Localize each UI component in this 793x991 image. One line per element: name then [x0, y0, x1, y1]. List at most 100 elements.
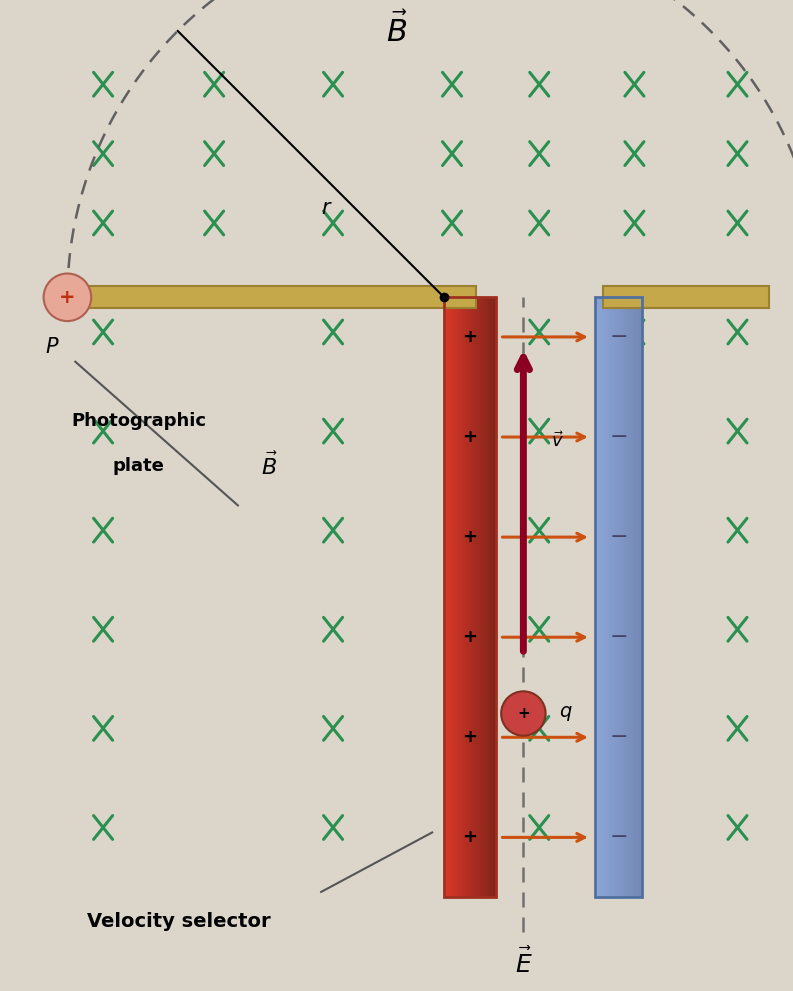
Text: +: + [517, 706, 530, 721]
Bar [449, 297, 450, 897]
Bar [489, 297, 490, 897]
Bar [477, 297, 479, 897]
Text: −: − [609, 827, 628, 847]
Text: $\vec{B}$: $\vec{B}$ [261, 452, 278, 480]
Text: +: + [462, 528, 477, 546]
Bar [483, 297, 484, 897]
Text: +: + [462, 328, 477, 346]
Bar [640, 297, 641, 897]
Bar [450, 297, 452, 897]
Bar [598, 297, 600, 897]
Bar [473, 297, 475, 897]
Text: −: − [609, 327, 628, 347]
Bar [631, 297, 633, 897]
Bar [611, 297, 612, 897]
Bar [597, 297, 598, 897]
Bar [444, 297, 446, 897]
Bar [446, 297, 448, 897]
Bar [488, 297, 489, 897]
Bar [458, 297, 460, 897]
Bar [487, 297, 488, 897]
Bar [453, 297, 454, 897]
Bar [467, 297, 469, 897]
Bar [607, 297, 609, 897]
Bar [484, 297, 485, 897]
Bar [630, 297, 631, 897]
Text: P: P [45, 337, 58, 357]
Text: q: q [559, 702, 572, 721]
Bar [493, 297, 494, 897]
Bar [633, 297, 634, 897]
Bar [636, 297, 638, 897]
Ellipse shape [501, 692, 546, 735]
Bar [628, 297, 630, 897]
Text: $\vec{E}$: $\vec{E}$ [515, 948, 532, 978]
Bar [454, 297, 456, 897]
Bar [466, 297, 467, 897]
Bar [460, 297, 461, 897]
Bar [456, 297, 457, 897]
Bar [469, 297, 471, 897]
Bar [465, 297, 466, 897]
Bar [461, 297, 462, 897]
Bar [448, 297, 449, 897]
Text: −: − [609, 627, 628, 647]
Bar [605, 297, 607, 897]
Bar [609, 297, 611, 897]
Bar [457, 297, 458, 897]
Bar [617, 297, 619, 897]
Bar [494, 297, 496, 897]
Bar [603, 297, 604, 897]
Text: −: − [609, 527, 628, 547]
Bar [621, 297, 622, 897]
Bar [614, 297, 615, 897]
Bar [635, 297, 636, 897]
Bar [612, 297, 614, 897]
Bar [600, 297, 601, 897]
Bar [463, 297, 465, 897]
Text: +: + [462, 628, 477, 646]
Bar [596, 297, 597, 897]
Bar [616, 297, 617, 897]
Text: +: + [462, 828, 477, 846]
Bar [444, 297, 496, 897]
Bar [79, 286, 476, 308]
Bar [492, 297, 493, 897]
Bar [452, 297, 453, 897]
Bar [619, 297, 620, 897]
Bar [602, 297, 603, 897]
Text: +: + [462, 428, 477, 446]
Text: r: r [321, 198, 329, 218]
Circle shape [52, 277, 83, 317]
Text: −: − [609, 727, 628, 747]
Ellipse shape [44, 274, 91, 321]
Bar [603, 286, 769, 308]
Bar [601, 297, 602, 897]
Bar [623, 297, 625, 897]
Bar [595, 297, 642, 897]
Text: $\vec{v}$: $\vec{v}$ [551, 431, 564, 451]
Bar [639, 297, 640, 897]
Bar [485, 297, 487, 897]
Bar [471, 297, 473, 897]
Bar [490, 297, 492, 897]
Bar [622, 297, 623, 897]
Bar [634, 297, 635, 897]
Bar [615, 297, 616, 897]
Bar [479, 297, 481, 897]
Text: Velocity selector: Velocity selector [86, 912, 270, 932]
Text: +: + [59, 287, 75, 307]
Bar [641, 297, 642, 897]
Text: plate: plate [113, 457, 165, 475]
Bar [625, 297, 626, 897]
Bar [604, 297, 605, 897]
Text: +: + [462, 728, 477, 746]
Bar [475, 297, 477, 897]
Text: −: − [609, 427, 628, 447]
Bar [481, 297, 483, 897]
Bar [462, 297, 463, 897]
Text: Photographic: Photographic [71, 412, 206, 430]
Bar [638, 297, 639, 897]
Bar [595, 297, 596, 897]
Text: $\vec{B}$: $\vec{B}$ [385, 12, 408, 48]
